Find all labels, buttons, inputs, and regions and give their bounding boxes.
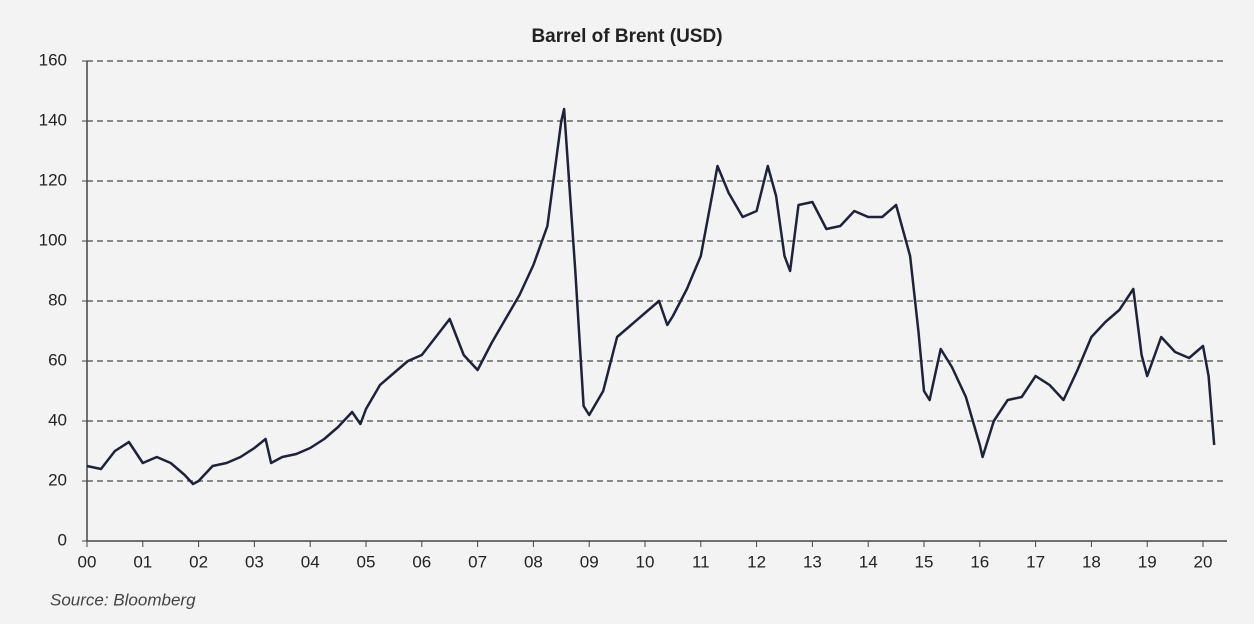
y-tick-label: 0	[58, 530, 67, 549]
x-tick-label: 05	[357, 552, 376, 571]
x-tick-label: 02	[189, 552, 208, 571]
x-tick-label: 00	[78, 552, 97, 571]
y-tick-label: 100	[39, 230, 67, 249]
x-tick-label: 13	[803, 552, 822, 571]
x-tick-label: 14	[859, 552, 878, 571]
chart-title: Barrel of Brent (USD)	[531, 26, 722, 47]
line	[86, 107, 1216, 486]
source: Source: Bloomberg	[50, 590, 196, 609]
x-tick-label: 04	[301, 552, 320, 571]
x-tick-label: 09	[580, 552, 599, 571]
x-tick-label: 18	[1082, 552, 1101, 571]
x-tick-label: 01	[133, 552, 152, 571]
y-tick-label: 120	[39, 170, 67, 189]
y-tick-label: 20	[48, 470, 67, 489]
x-tick-label: 12	[747, 552, 766, 571]
x-tick-label: 19	[1138, 552, 1157, 571]
x-tick-label: 16	[970, 552, 989, 571]
y-tick-label: 140	[39, 110, 67, 129]
x-tick-label: 11	[692, 552, 710, 571]
x-tick-label: 06	[412, 552, 431, 571]
y-tick-label: 40	[48, 410, 67, 429]
x-tick-label: 07	[468, 552, 487, 571]
y-tick-label: 60	[48, 350, 67, 369]
x-tick-label: 10	[636, 552, 655, 571]
x-tick-label: 03	[245, 552, 264, 571]
y-tick-label: 160	[39, 50, 67, 69]
x-tick-label: 08	[524, 552, 543, 571]
x-tick-label: 20	[1194, 552, 1213, 571]
y-tick-label: 80	[48, 290, 67, 309]
x-tick-label: 15	[915, 552, 934, 571]
x-tick-label: 17	[1026, 552, 1045, 571]
